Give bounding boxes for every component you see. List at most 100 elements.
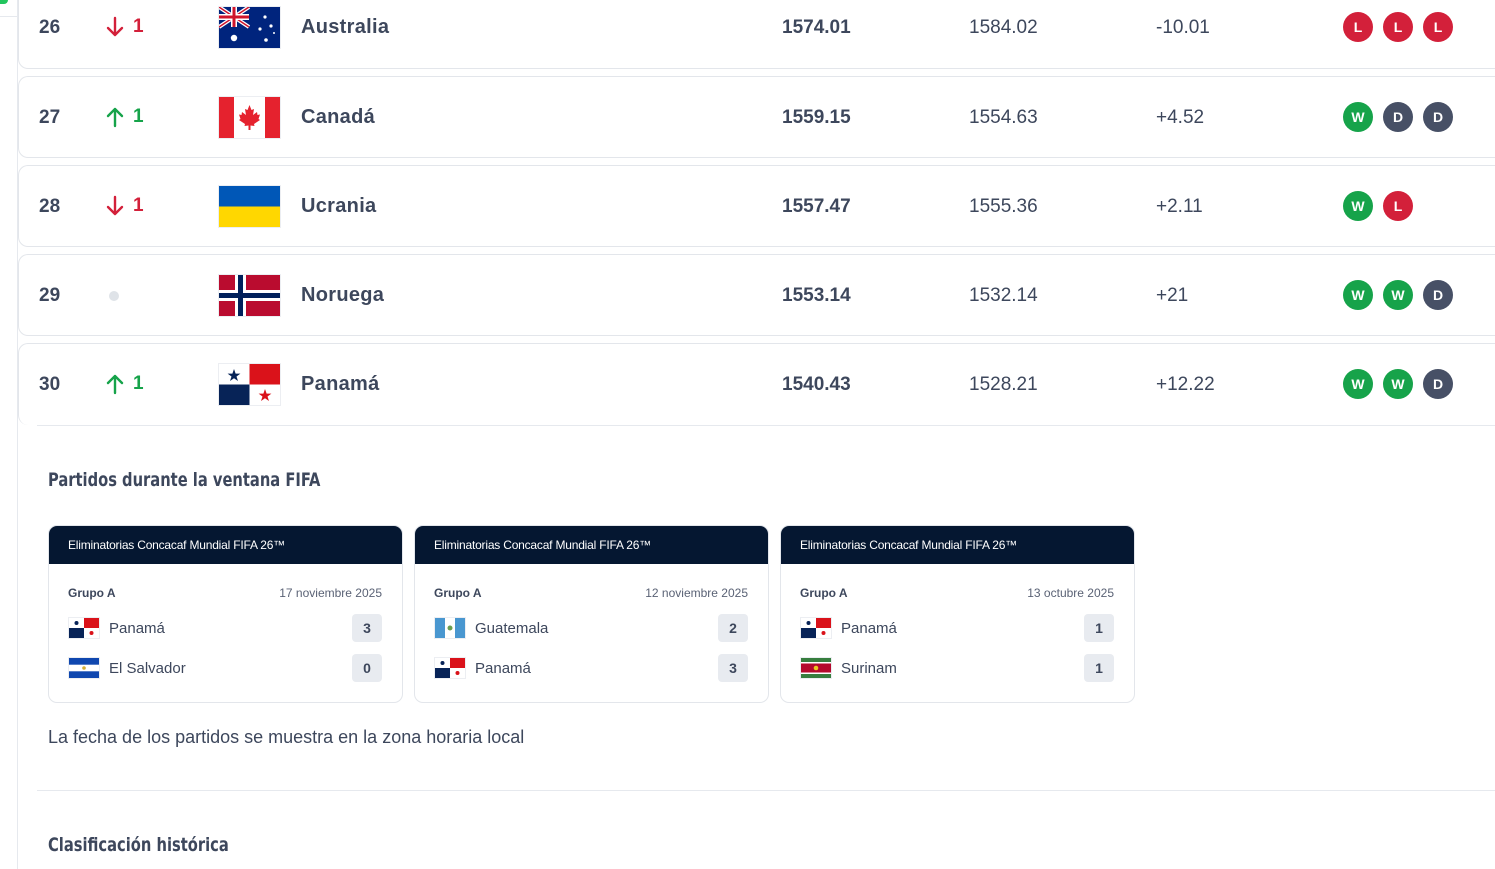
win-badge[interactable]: W xyxy=(1343,191,1373,221)
rank-change-value: 1 xyxy=(133,195,144,216)
ranking-row[interactable]: 26 1 Australia 1574.01 1584.02 -10.01 L … xyxy=(18,0,1495,69)
home-team-name: Panamá xyxy=(841,619,897,637)
total-points: 1559.15 xyxy=(782,107,851,128)
home-score: 3 xyxy=(352,614,382,642)
loss-badge[interactable]: L xyxy=(1383,191,1413,221)
rank-change: 1 xyxy=(105,195,144,217)
match-group: Grupo A xyxy=(800,586,848,600)
home-score: 1 xyxy=(1084,614,1114,642)
win-badge[interactable]: W xyxy=(1383,280,1413,310)
competition-name: Eliminatorias Concacaf Mundial FIFA 26™ xyxy=(781,526,1134,564)
section-divider xyxy=(37,425,1495,426)
arrow-up-icon xyxy=(106,107,124,128)
recent-form: W W D xyxy=(1343,280,1453,310)
recent-form: W L xyxy=(1343,191,1413,221)
canada-flag xyxy=(219,97,280,138)
away-score: 3 xyxy=(718,654,748,682)
match-date: 13 octubre 2025 xyxy=(1027,586,1114,600)
rank-number: 26 xyxy=(39,17,61,38)
points-diff: +4.52 xyxy=(1156,107,1205,128)
win-badge[interactable]: W xyxy=(1383,369,1413,399)
left-border xyxy=(17,0,18,869)
total-points: 1557.47 xyxy=(782,196,851,217)
loss-badge[interactable]: L xyxy=(1423,12,1453,42)
team-name[interactable]: Ucrania xyxy=(301,195,377,217)
ranking-row[interactable]: 27 1 Canadá 1559.15 1554.63 +4.52 W D D xyxy=(18,76,1495,158)
away-score: 1 xyxy=(1084,654,1114,682)
corner-indicator xyxy=(0,0,8,4)
home-team-name: Panamá xyxy=(109,619,165,637)
history-section-title: Clasificación histórica xyxy=(48,834,229,856)
away-score: 0 xyxy=(352,654,382,682)
draw-badge[interactable]: D xyxy=(1423,102,1453,132)
panama-flag xyxy=(219,364,280,405)
previous-points: 1528.21 xyxy=(969,374,1038,395)
guatemala-flag xyxy=(435,618,465,638)
team-name[interactable]: Australia xyxy=(301,16,390,38)
home-team: Panamá xyxy=(69,618,165,638)
rank-number: 27 xyxy=(39,107,61,128)
team-name[interactable]: Noruega xyxy=(301,284,385,306)
panama-flag xyxy=(69,618,99,638)
panama-flag xyxy=(801,618,831,638)
recent-form: W W D xyxy=(1343,369,1453,399)
panama-flag xyxy=(435,658,465,678)
rank-number: 30 xyxy=(39,374,61,395)
timezone-note: La fecha de los partidos se muestra en l… xyxy=(48,727,525,747)
home-score: 2 xyxy=(718,614,748,642)
draw-badge[interactable]: D xyxy=(1423,280,1453,310)
competition-name: Eliminatorias Concacaf Mundial FIFA 26™ xyxy=(49,526,402,564)
total-points: 1553.14 xyxy=(782,285,851,306)
home-team: Panamá xyxy=(801,618,897,638)
away-team: El Salvador xyxy=(69,658,186,678)
arrow-down-icon xyxy=(106,195,124,216)
arrow-down-icon xyxy=(106,16,124,37)
rank-number: 29 xyxy=(39,285,61,306)
match-card[interactable]: Eliminatorias Concacaf Mundial FIFA 26™ … xyxy=(780,525,1135,703)
team-name[interactable]: Panamá xyxy=(301,373,380,395)
rank-change: 1 xyxy=(105,16,144,38)
win-badge[interactable]: W xyxy=(1343,102,1373,132)
previous-points: 1584.02 xyxy=(969,17,1038,38)
match-card[interactable]: Eliminatorias Concacaf Mundial FIFA 26™ … xyxy=(48,525,403,703)
team-name[interactable]: Canadá xyxy=(301,106,376,128)
match-group: Grupo A xyxy=(434,586,482,600)
ukraine-flag xyxy=(219,186,280,227)
win-badge[interactable]: W xyxy=(1343,280,1373,310)
draw-badge[interactable]: D xyxy=(1383,102,1413,132)
recent-form: W D D xyxy=(1343,102,1453,132)
ranking-row[interactable]: 30 1 Panamá 1540.43 1528.21 +12.22 W W D xyxy=(18,343,1495,425)
loss-badge[interactable]: L xyxy=(1343,12,1373,42)
rank-change-value: 1 xyxy=(133,373,144,394)
section-divider xyxy=(37,790,1495,791)
away-team-name: Surinam xyxy=(841,659,897,677)
norway-flag xyxy=(219,275,280,316)
match-date: 12 noviembre 2025 xyxy=(645,586,748,600)
recent-form: L L L xyxy=(1343,12,1453,42)
points-diff: +21 xyxy=(1156,285,1189,306)
total-points: 1574.01 xyxy=(782,17,851,38)
match-date: 17 noviembre 2025 xyxy=(279,586,382,600)
previous-points: 1532.14 xyxy=(969,285,1038,306)
rank-change: 1 xyxy=(105,106,144,128)
win-badge[interactable]: W xyxy=(1343,369,1373,399)
ranking-row[interactable]: 29 Noruega 1553.14 1532.14 +21 W W D xyxy=(18,254,1495,336)
suriname-flag xyxy=(801,658,831,678)
rank-change: 1 xyxy=(105,373,144,395)
arrow-up-icon xyxy=(106,374,124,395)
previous-points: 1554.63 xyxy=(969,107,1038,128)
points-diff: -10.01 xyxy=(1156,17,1210,38)
draw-badge[interactable]: D xyxy=(1423,369,1453,399)
loss-badge[interactable]: L xyxy=(1383,12,1413,42)
away-team: Panamá xyxy=(435,658,531,678)
away-team-name: El Salvador xyxy=(109,659,186,677)
australia-flag xyxy=(219,7,280,48)
match-card[interactable]: Eliminatorias Concacaf Mundial FIFA 26™ … xyxy=(414,525,769,703)
previous-points: 1555.36 xyxy=(969,196,1038,217)
rank-change-value: 1 xyxy=(133,16,144,37)
rank-change-value: 1 xyxy=(133,106,144,127)
matches-section-title: Partidos durante la ventana FIFA xyxy=(48,469,321,491)
ranking-row[interactable]: 28 1 Ucrania 1557.47 1555.36 +2.11 W L xyxy=(18,165,1495,247)
no-change-dot xyxy=(109,291,119,301)
match-group: Grupo A xyxy=(68,586,116,600)
